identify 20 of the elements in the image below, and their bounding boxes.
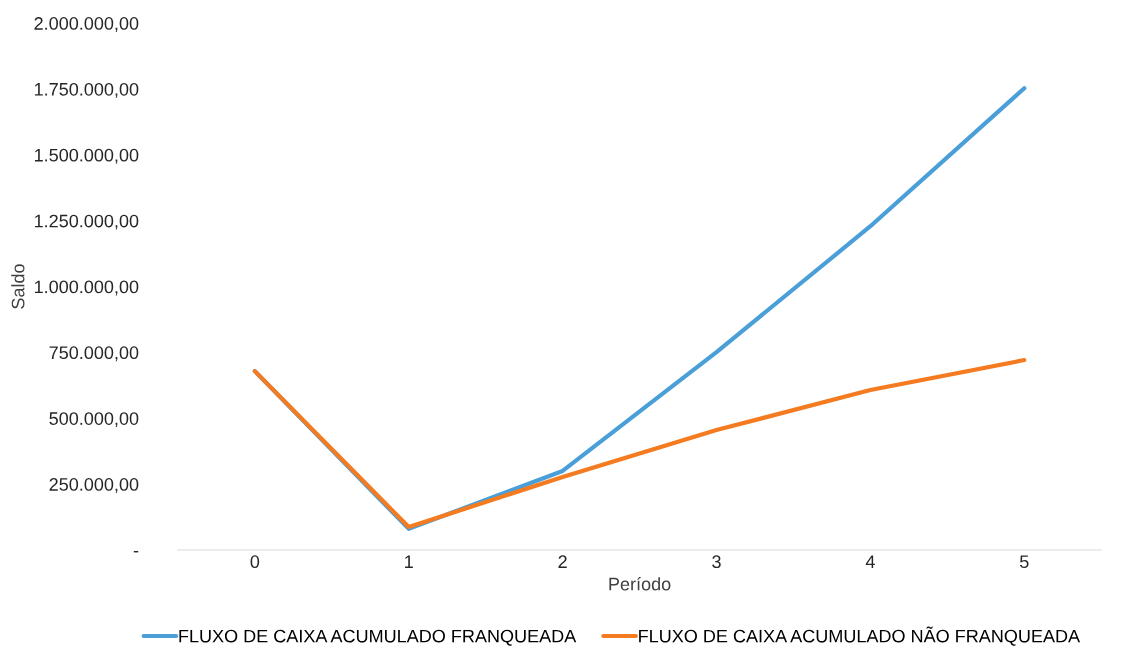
x-axis-title: Período <box>609 576 671 591</box>
y-tick-label: 250.000,00 <box>49 478 139 493</box>
y-tick-label: 1.000.000,00 <box>34 280 139 296</box>
y-tick-label: 1.500.000,00 <box>34 148 139 164</box>
line-series <box>252 357 1027 530</box>
x-tick-label: 5 <box>1019 555 1029 569</box>
x-tick-label: 1 <box>405 555 413 568</box>
y-axis-title: Saldo <box>11 264 25 309</box>
x-tick-label: 4 <box>865 555 875 568</box>
x-tick-label: 2 <box>558 555 567 568</box>
y-tick-label: - <box>133 550 139 553</box>
legend-label: FLUXO DE CAIXA ACUMULADO NÃO FRANQUEADA <box>639 626 1081 646</box>
y-tick-label: 500.000,00 <box>49 412 139 428</box>
y-tick-label: 2.000.000,00 <box>34 17 139 32</box>
y-tick-label: 1.750.000,00 <box>34 82 139 98</box>
legend-label: FLUXO DE CAIXA ACUMULADO FRANQUEADA <box>179 629 577 646</box>
x-tick-label: 3 <box>712 555 721 569</box>
x-tick-label: 0 <box>250 555 260 569</box>
y-tick-label: 1.250.000,00 <box>34 214 139 230</box>
y-tick-label: 750.000,00 <box>49 346 139 362</box>
